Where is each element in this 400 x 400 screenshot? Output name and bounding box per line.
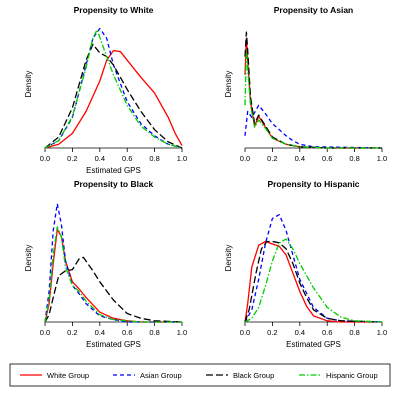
series-line-white-group xyxy=(244,37,382,149)
legend-box xyxy=(9,363,391,387)
series-line-black-group xyxy=(44,43,183,149)
series-line-asian-group xyxy=(244,214,383,323)
series-line-white-group xyxy=(244,240,382,323)
y-axis-label: Density xyxy=(24,245,33,272)
x-tick-label: 1.0 xyxy=(177,154,187,163)
series-line-black-group xyxy=(44,256,183,323)
x-tick-label: 0.6 xyxy=(122,328,132,337)
x-tick-label: 0.0 xyxy=(40,154,50,163)
x-tick-label: 0.6 xyxy=(122,154,132,163)
x-tick-label: 0.0 xyxy=(240,328,250,337)
legend-label: White Group xyxy=(47,371,89,380)
legend: White Group Asian Group Black Group Hispani… xyxy=(9,363,391,387)
x-axis-label: Estimated GPS xyxy=(86,166,141,175)
series-line-black-group xyxy=(244,240,383,323)
panel-title: Propensity to Black xyxy=(74,179,154,189)
series-line-asian-group xyxy=(44,27,183,149)
legend-label: Hispanic Group xyxy=(326,371,378,380)
x-tick-label: 0.0 xyxy=(40,328,50,337)
x-tick-label: 0.6 xyxy=(322,154,332,163)
series-line-white-group xyxy=(44,49,183,149)
panel-title: Propensity to White xyxy=(74,5,154,15)
series-line-asian-group xyxy=(44,203,182,323)
series-line-hispanic-group xyxy=(244,238,383,323)
series-line-asian-group xyxy=(244,104,383,149)
x-tick-label: 0.8 xyxy=(349,328,359,337)
x-tick-label: 0.2 xyxy=(267,154,277,163)
legend-label: Black Group xyxy=(233,371,274,380)
x-tick-label: 0.2 xyxy=(67,154,77,163)
x-tick-label: 1.0 xyxy=(377,154,387,163)
panel-1: Propensity to White Density 0.0 0.2 0.4 0.6 0.… xyxy=(24,5,187,175)
y-axis-label: Density xyxy=(24,71,33,98)
legend-label: Asian Group xyxy=(140,371,182,380)
x-tick-label: 0.6 xyxy=(322,328,332,337)
y-axis-label: Density xyxy=(224,245,233,272)
x-tick-label: 0.4 xyxy=(295,154,305,163)
x-tick-label: 0.8 xyxy=(149,154,159,163)
chart-panels: Propensity to White Density 0.0 0.2 0.4 0.6 0.… xyxy=(24,5,387,349)
x-tick-label: 0.2 xyxy=(267,328,277,337)
x-tick-label: 0.8 xyxy=(149,328,159,337)
panel-2: Propensity to Asian Density 0.0 0.2 0.4 0.6 0.… xyxy=(224,5,387,163)
panel-4: Propensity to Hispanic Density 0.0 0.2 0.4 0.… xyxy=(224,179,387,349)
panel-title: Propensity to Asian xyxy=(274,5,354,15)
series-line-white-group xyxy=(44,228,182,323)
x-tick-label: 1.0 xyxy=(377,328,387,337)
x-tick-label: 1.0 xyxy=(177,328,187,337)
x-tick-label: 0.4 xyxy=(95,154,105,163)
x-tick-label: 0.4 xyxy=(95,328,105,337)
x-tick-label: 0.4 xyxy=(295,328,305,337)
panel-title: Propensity to Hispanic xyxy=(267,179,359,189)
y-axis-label: Density xyxy=(224,71,233,98)
x-tick-label: 0.8 xyxy=(349,154,359,163)
series-line-hispanic-group xyxy=(44,226,182,323)
panel-3: Propensity to Black Density 0.0 0.2 0.4 0.6 0.… xyxy=(24,179,187,349)
x-tick-label: 0.2 xyxy=(67,328,77,337)
x-tick-label: 0.0 xyxy=(240,154,250,163)
x-axis-label: Estimated GPS xyxy=(286,340,341,349)
series-line-hispanic-group xyxy=(44,29,183,149)
x-axis-label: Estimated GPS xyxy=(86,340,141,349)
series-line-black-group xyxy=(244,31,382,149)
series-line-hispanic-group xyxy=(244,49,382,149)
